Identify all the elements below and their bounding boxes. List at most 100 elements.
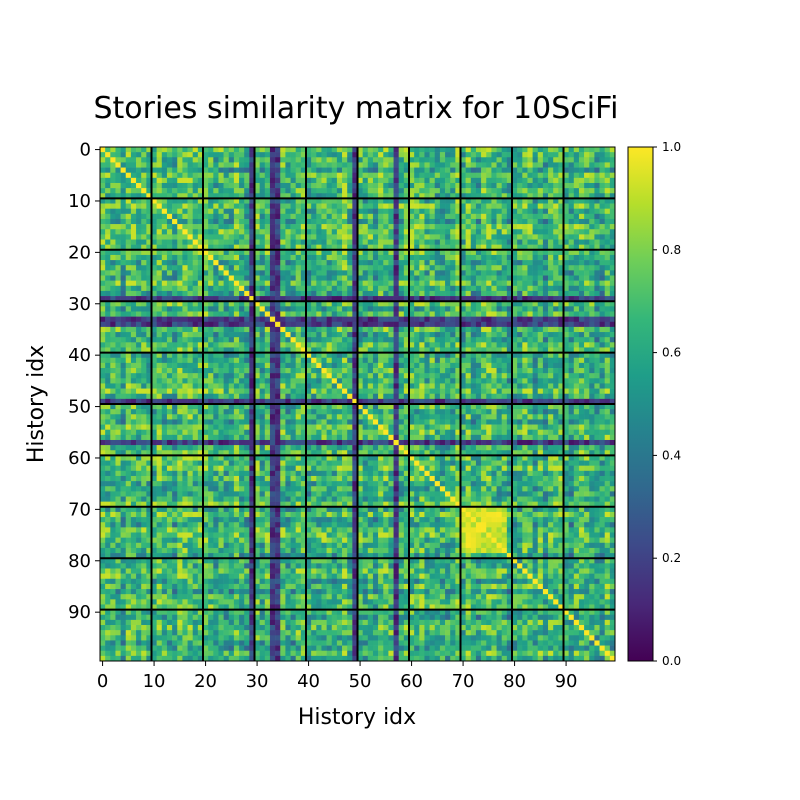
heatmap-cell xyxy=(568,177,575,184)
heatmap-cell xyxy=(100,152,106,158)
heatmap-cell xyxy=(203,316,209,323)
heatmap-cell xyxy=(434,373,441,379)
heatmap-cell xyxy=(285,383,291,389)
heatmap-cell xyxy=(192,198,199,204)
heatmap-cell xyxy=(506,337,513,343)
heatmap-cell xyxy=(501,373,508,379)
heatmap-cell xyxy=(223,316,230,323)
heatmap-cell xyxy=(599,352,605,359)
heatmap-cell xyxy=(491,177,497,184)
heatmap-cell xyxy=(141,167,147,173)
heatmap-cell xyxy=(285,373,291,379)
heatmap-cell xyxy=(213,388,219,395)
heatmap-cell xyxy=(352,162,358,168)
heatmap-cell xyxy=(460,234,466,240)
heatmap-cell xyxy=(223,198,230,204)
heatmap-cell xyxy=(434,157,441,163)
heatmap-cell xyxy=(100,198,106,204)
heatmap-cell xyxy=(141,208,147,215)
heatmap-cell xyxy=(249,229,255,235)
heatmap-cell xyxy=(280,393,286,400)
heatmap-cell xyxy=(166,306,173,312)
heatmap-cell xyxy=(589,193,595,199)
heatmap-cell xyxy=(486,352,492,359)
heatmap-cell xyxy=(300,213,307,220)
heatmap-cell xyxy=(156,224,163,230)
heatmap-cell xyxy=(187,208,193,215)
heatmap-cell xyxy=(321,347,327,353)
heatmap-cell xyxy=(151,152,157,158)
heatmap-cell xyxy=(357,321,363,328)
heatmap-cell xyxy=(285,224,291,230)
heatmap-cell xyxy=(120,229,127,235)
heatmap-cell xyxy=(300,172,307,179)
heatmap-cell xyxy=(244,234,250,240)
heatmap-cell xyxy=(609,285,616,292)
heatmap-cell xyxy=(393,285,399,292)
heatmap-cell xyxy=(393,254,399,261)
heatmap-cell xyxy=(100,362,106,369)
heatmap-cell xyxy=(326,234,333,240)
heatmap-cell xyxy=(537,254,544,261)
heatmap-cell xyxy=(197,270,204,276)
heatmap-cell xyxy=(136,321,142,328)
heatmap-cell xyxy=(532,167,539,173)
heatmap-cell xyxy=(584,234,590,240)
heatmap-cell xyxy=(584,378,590,384)
heatmap-cell xyxy=(151,383,157,389)
heatmap-cell xyxy=(264,357,271,364)
heatmap-cell xyxy=(342,162,348,168)
heatmap-cell xyxy=(465,280,472,287)
heatmap-cell xyxy=(409,342,415,348)
heatmap-cell xyxy=(609,198,616,204)
heatmap-cell xyxy=(501,218,508,225)
heatmap-cell xyxy=(414,162,420,168)
heatmap-cell xyxy=(542,352,549,359)
heatmap-cell xyxy=(450,398,456,405)
heatmap-cell xyxy=(460,373,466,379)
heatmap-cell xyxy=(130,337,137,343)
heatmap-cell xyxy=(450,152,456,158)
heatmap-cell xyxy=(419,182,425,189)
heatmap-cell xyxy=(409,388,415,395)
heatmap-cell xyxy=(429,265,436,271)
heatmap-cell xyxy=(130,218,137,225)
heatmap-cell xyxy=(393,337,399,343)
heatmap-cell xyxy=(558,285,564,292)
heatmap-cell xyxy=(573,378,580,384)
heatmap-cell xyxy=(105,296,111,302)
heatmap-cell xyxy=(239,311,245,317)
heatmap-cell xyxy=(290,239,296,245)
heatmap-cell xyxy=(594,311,600,317)
heatmap-cell xyxy=(300,249,307,256)
heatmap-cell xyxy=(609,188,616,194)
heatmap-cell xyxy=(393,393,399,400)
heatmap-cell xyxy=(172,224,178,230)
heatmap-cell xyxy=(336,342,343,348)
heatmap-cell xyxy=(285,378,291,384)
heatmap-cell xyxy=(599,321,605,328)
heatmap-cell xyxy=(475,373,482,379)
heatmap-cell xyxy=(512,311,518,317)
heatmap-cell xyxy=(486,229,492,235)
heatmap-cell xyxy=(146,301,152,307)
heatmap-cell xyxy=(244,347,250,353)
heatmap-cell xyxy=(146,147,152,153)
heatmap-cell xyxy=(357,306,363,312)
heatmap-cell xyxy=(367,301,374,307)
heatmap-cell xyxy=(578,347,585,353)
heatmap-cell xyxy=(481,337,487,343)
heatmap-cell xyxy=(187,260,193,266)
heatmap-cell xyxy=(285,342,291,348)
heatmap-cell xyxy=(475,301,482,307)
heatmap-cell xyxy=(285,290,291,297)
heatmap-cell xyxy=(537,224,544,230)
heatmap-cell xyxy=(409,337,415,343)
heatmap-cell xyxy=(352,311,358,317)
heatmap-cell xyxy=(357,182,363,189)
heatmap-cell xyxy=(352,285,358,292)
heatmap-cell xyxy=(136,311,142,317)
heatmap-cell xyxy=(151,311,157,317)
heatmap-cell xyxy=(233,368,240,374)
heatmap-cell xyxy=(424,301,430,307)
